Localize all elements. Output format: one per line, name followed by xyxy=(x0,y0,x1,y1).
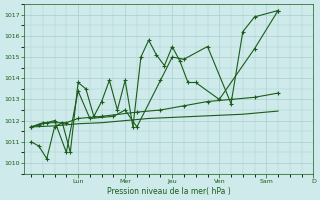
X-axis label: Pression niveau de la mer( hPa ): Pression niveau de la mer( hPa ) xyxy=(107,187,230,196)
